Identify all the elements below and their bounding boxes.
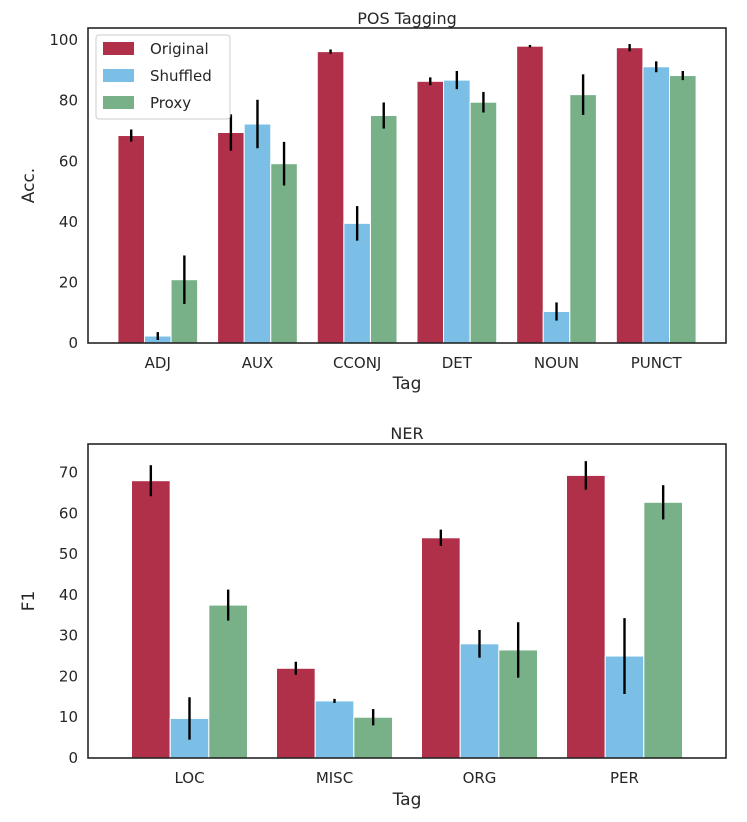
ner-error-bars — [149, 461, 665, 740]
legend-swatch-shuffled — [103, 69, 134, 82]
pos-y-axis-label: Acc. — [19, 168, 39, 203]
ner-bar-original-misc — [276, 667, 316, 759]
pos-chart-title: POS Tagging — [357, 9, 456, 28]
pos-y-tick-80: 80 — [59, 92, 78, 110]
pos-bar-original-adj — [117, 135, 145, 344]
pos-x-tick-adj: ADJ — [145, 354, 171, 372]
ner-y-tick-60: 60 — [59, 504, 78, 522]
pos-y-tick-0: 0 — [68, 334, 78, 352]
pos-bar-proxy-cconj — [369, 115, 398, 344]
pos-x-axis-label: Tag — [392, 374, 422, 394]
legend-swatch-proxy — [103, 96, 134, 109]
pos-y-tick-40: 40 — [59, 213, 78, 231]
legend-swatch-original — [103, 42, 134, 55]
ner-y-axis-label: F1 — [19, 591, 39, 612]
pos-bar-original-cconj — [316, 51, 345, 344]
legend-label-proxy: Proxy — [150, 94, 191, 112]
pos-y-tick-60: 60 — [59, 152, 78, 170]
ner-y-tick-40: 40 — [59, 586, 78, 604]
pos-bar-original-det — [416, 80, 445, 344]
pos-y-tick-20: 20 — [59, 273, 78, 291]
ner-bar-original-loc — [131, 480, 171, 759]
pos-bar-shuffled-punct — [642, 66, 671, 344]
pos-x-tick-cconj: CCONJ — [333, 354, 381, 372]
pos-bar-shuffled-aux — [243, 123, 272, 344]
ner-x-tick-org: ORG — [463, 769, 497, 787]
legend-label-original: Original — [150, 40, 209, 58]
ner-panel: NER 0 10 20 30 40 50 60 70 LOC MISC ORG PER Tag F1 — [19, 424, 727, 810]
pos-axes-frame — [87, 27, 727, 344]
pos-x-tick-aux: AUX — [242, 354, 274, 372]
pos-bar-original-noun — [516, 45, 544, 344]
pos-bar-proxy-det — [469, 101, 498, 344]
pos-bar-original-punct — [615, 47, 644, 344]
pos-y-tick-100: 100 — [49, 31, 78, 49]
ner-x-tick-per: PER — [610, 769, 639, 787]
ner-bars — [131, 474, 684, 759]
ner-bar-shuffled-misc — [314, 700, 355, 759]
ner-y-tick-0: 0 — [68, 749, 78, 767]
pos-bar-proxy-noun — [569, 94, 597, 344]
pos-bars — [117, 45, 697, 344]
pos-bar-proxy-aux — [270, 163, 298, 344]
legend: Original Shuffled Proxy — [95, 34, 231, 120]
pos-x-tick-noun: NOUN — [534, 354, 579, 372]
pos-bar-proxy-punct — [669, 75, 697, 344]
pos-bar-original-aux — [217, 132, 245, 344]
pos-x-tick-det: DET — [442, 354, 473, 372]
ner-y-tick-50: 50 — [59, 545, 78, 563]
ner-bar-proxy-loc — [208, 604, 248, 759]
pos-x-tick-labels: ADJ AUX CCONJ DET NOUN PUNCT — [145, 354, 683, 372]
pos-error-bars — [129, 44, 684, 340]
ner-chart-title: NER — [390, 424, 423, 443]
ner-y-tick-70: 70 — [59, 464, 78, 482]
ner-bar-original-org — [421, 537, 461, 759]
pos-x-tick-punct: PUNCT — [631, 354, 683, 372]
ner-axes-frame — [87, 443, 727, 759]
ner-y-tick-labels: 0 10 20 30 40 50 60 70 — [59, 464, 78, 767]
ner-x-tick-labels: LOC MISC ORG PER — [174, 769, 639, 787]
pos-bar-shuffled-det — [443, 79, 471, 344]
ner-x-axis-label: Tag — [392, 790, 422, 810]
ner-y-tick-10: 10 — [59, 708, 78, 726]
ner-x-tick-loc: LOC — [174, 769, 204, 787]
pos-tagging-panel: POS Tagging 0 20 40 60 80 100 ADJ AUX CCONJ DET N… — [19, 9, 727, 394]
pos-y-tick-labels: 0 20 40 60 80 100 — [49, 31, 78, 352]
ner-x-tick-misc: MISC — [316, 769, 353, 787]
legend-label-shuffled: Shuffled — [150, 67, 212, 85]
ner-bar-original-per — [566, 474, 606, 759]
ner-y-tick-20: 20 — [59, 667, 78, 685]
pos-bar-shuffled-cconj — [343, 222, 371, 344]
ner-bar-shuffled-org — [459, 643, 500, 759]
ner-bar-proxy-per — [643, 501, 684, 759]
ner-y-tick-30: 30 — [59, 627, 78, 645]
